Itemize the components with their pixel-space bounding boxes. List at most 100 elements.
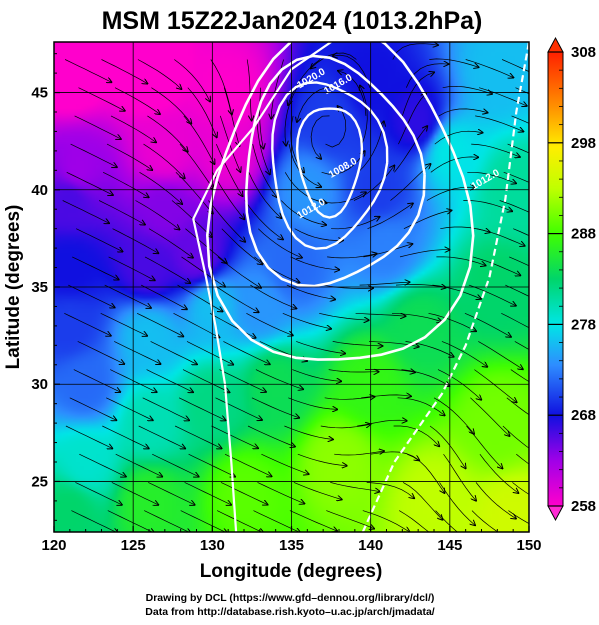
streamline-102 <box>464 312 511 337</box>
streamline-37 <box>479 453 518 493</box>
streamline-141 <box>476 228 525 246</box>
streamline-57 <box>251 397 299 418</box>
streamline-21 <box>366 482 414 498</box>
streamline-155 <box>499 200 529 213</box>
streamline-33 <box>334 451 384 456</box>
streamline-47 <box>357 420 407 427</box>
streamline-48 <box>393 425 440 446</box>
streamline-220 <box>501 59 529 72</box>
x-tick-label-145: 145 <box>437 537 462 554</box>
streamline-22 <box>402 482 442 519</box>
streamline-29 <box>188 453 235 476</box>
streamline-93 <box>136 312 183 336</box>
streamline-174 <box>252 144 277 197</box>
streamline-59 <box>324 397 375 400</box>
streamline-89 <box>478 341 523 369</box>
isobar-3 <box>205 42 475 361</box>
streamline-63 <box>470 397 509 436</box>
streamline-123 <box>290 256 340 270</box>
streamline-26 <box>79 453 126 476</box>
streamline-181 <box>507 143 529 154</box>
y-tick-label-45: 45 <box>31 85 48 102</box>
streamline-30 <box>224 453 272 476</box>
x-axis-label: Longitude (degrees) <box>200 561 383 582</box>
streamline-207 <box>515 87 529 95</box>
colorbar-label-258: 258 <box>571 498 596 515</box>
streamline-192 <box>438 109 488 117</box>
streamline-97 <box>282 312 331 329</box>
credit-data: Data from http://database.rish.kyoto–u.a… <box>145 606 434 618</box>
streamline-202 <box>297 87 334 122</box>
streamline-143 <box>62 200 109 224</box>
streamline-27 <box>115 453 163 476</box>
streamline-108 <box>213 284 259 312</box>
streamline-213 <box>246 59 251 121</box>
isobar-1 <box>271 81 389 250</box>
streamline-7 <box>326 510 374 529</box>
streamline-126 <box>399 250 449 258</box>
colorbar: 258 268 278 288 298 308 <box>547 36 596 522</box>
streamline-61 <box>397 397 445 416</box>
streamline-31 <box>261 453 308 474</box>
streamline-157 <box>102 171 149 197</box>
streamline-85 <box>332 341 383 346</box>
streamline-115 <box>468 284 516 306</box>
streamline-79 <box>114 341 160 364</box>
streamline-9 <box>399 510 430 532</box>
streamline-35 <box>406 453 444 493</box>
streamline-60 <box>361 395 411 398</box>
streamline-132 <box>148 228 193 258</box>
colorbar-max-triangle <box>547 36 564 53</box>
streamline-131 <box>112 228 159 254</box>
streamline-170 <box>106 143 152 170</box>
x-tick-label-130: 130 <box>200 537 225 554</box>
streamline-13 <box>75 482 121 504</box>
streamline-65 <box>73 369 120 392</box>
streamline-203 <box>333 55 371 88</box>
colorbar-min-triangle <box>547 505 564 522</box>
streamline-77 <box>510 369 529 383</box>
streamline-218 <box>429 58 478 67</box>
streamline-158 <box>139 172 183 204</box>
streamline-96 <box>246 312 292 335</box>
streamline-16 <box>184 482 232 504</box>
streamline-69 <box>219 369 266 392</box>
colorbar-label-278: 278 <box>571 316 596 333</box>
streamline-151 <box>353 166 394 201</box>
y-tick-label-30: 30 <box>31 376 48 393</box>
x-tick-label-120: 120 <box>41 537 66 554</box>
streamline-194 <box>511 115 529 124</box>
streamline-219 <box>465 59 514 78</box>
streamline-119 <box>144 256 190 283</box>
y-axis-label: Latitude (degrees) <box>3 205 24 370</box>
streamline-45 <box>284 425 333 439</box>
streamline-68 <box>182 369 229 393</box>
streamline-99 <box>355 313 406 316</box>
streamline-53 <box>106 397 153 420</box>
streamline-104 <box>68 284 114 307</box>
x-axis: 120 125 130 135 140 145 150 <box>41 526 542 554</box>
streamline-75 <box>437 369 481 400</box>
streamline-138 <box>367 203 413 230</box>
chart-title: MSM 15Z22Jan2024 (1013.2hPa) <box>102 7 483 35</box>
streamline-106 <box>140 284 187 309</box>
streamline-43 <box>211 425 259 448</box>
x-tick-label-125: 125 <box>121 537 146 554</box>
streamline-146 <box>171 200 212 238</box>
streamline-133 <box>185 228 226 263</box>
streamline-198 <box>187 87 217 138</box>
streamline-98 <box>319 312 369 320</box>
streamline-183 <box>110 115 156 142</box>
isobar-0 <box>295 107 364 219</box>
streamline-19 <box>293 482 342 499</box>
streamline-15 <box>148 482 194 504</box>
streamline-92 <box>100 312 147 336</box>
streamline-100 <box>391 312 441 321</box>
streamline-54 <box>142 397 189 421</box>
streamline-52 <box>69 397 117 420</box>
streamline-109 <box>250 284 296 308</box>
streamline-161 <box>248 172 281 218</box>
streamline-196 <box>114 87 160 114</box>
colorbar-label-268: 268 <box>571 407 596 424</box>
streamline-76 <box>474 369 516 403</box>
